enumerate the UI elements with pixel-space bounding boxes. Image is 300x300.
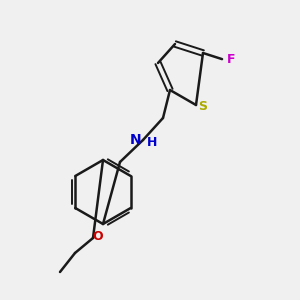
Text: F: F xyxy=(227,52,236,66)
Text: H: H xyxy=(147,136,157,149)
Text: O: O xyxy=(93,230,103,244)
Text: N: N xyxy=(129,133,141,147)
Text: S: S xyxy=(198,100,207,113)
